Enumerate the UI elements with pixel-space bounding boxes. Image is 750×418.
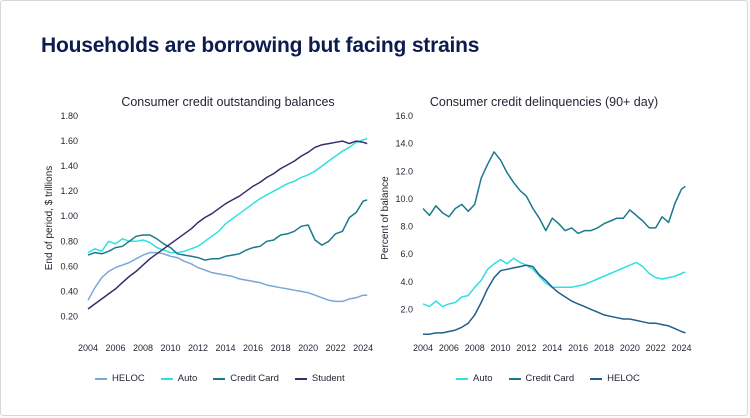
balances-x-tick-label: 2020 bbox=[298, 343, 318, 353]
legend-swatch-heloc bbox=[95, 377, 107, 380]
balances-x-tick-label: 2006 bbox=[105, 343, 125, 353]
delinquency-series-lines bbox=[422, 151, 686, 335]
balances-series-student-line bbox=[87, 140, 368, 310]
legend-label-auto: Auto bbox=[177, 373, 198, 384]
delinquency-y-tick-label: 16.0 bbox=[395, 111, 413, 121]
legend-item-auto: Auto bbox=[456, 373, 493, 384]
balances-x-ticks: 2004 2006 2008 2010 2012 2014 2016 2018 2020 2022… bbox=[78, 343, 373, 353]
balances-y-tick-label: 1.40 bbox=[60, 161, 78, 171]
delinquency-x-tick-label: 2006 bbox=[439, 343, 459, 353]
legend-label-credit-card: Credit Card bbox=[230, 373, 279, 384]
balances-x-tick-label: 2024 bbox=[353, 343, 373, 353]
legend-swatch-credit-card bbox=[213, 377, 226, 380]
legend-item-credit-card: Credit Card bbox=[508, 373, 575, 384]
balances-x-tick-label: 2022 bbox=[326, 343, 346, 353]
balances-series-heloc-line bbox=[87, 251, 368, 303]
balances-y-tick-label: 1.60 bbox=[60, 136, 78, 146]
delinquency-chart-title: Consumer credit delinquencies (90+ day) bbox=[430, 95, 658, 109]
balances-x-tick-label: 2016 bbox=[243, 343, 263, 353]
balances-x-tick-label: 2012 bbox=[188, 343, 208, 353]
delinquency-x-tick-label: 2012 bbox=[516, 343, 536, 353]
balances-x-tick-label: 2018 bbox=[271, 343, 291, 353]
delinquency-x-tick-label: 2004 bbox=[413, 343, 433, 353]
balances-legend: HELOC Auto Credit Card Student bbox=[95, 373, 361, 384]
legend-label-heloc: HELOC bbox=[112, 373, 145, 384]
delinquency-legend: Auto Credit Card HELOC bbox=[456, 373, 656, 384]
delinquency-x-tick-label: 2022 bbox=[646, 343, 666, 353]
balances-y-tick-label: 0.60 bbox=[60, 261, 78, 271]
delinquency-x-tick-label: 2008 bbox=[465, 343, 485, 353]
legend-label-heloc: HELOC bbox=[607, 373, 640, 384]
delinquency-x-tick-label: 2024 bbox=[672, 343, 692, 353]
delinquency-y-tick-label: 8.0 bbox=[400, 222, 413, 232]
legend-item-credit-card: Credit Card bbox=[213, 373, 279, 384]
delinquency-series-heloc-line bbox=[423, 264, 686, 335]
delinquency-y-tick-label: 6.0 bbox=[400, 249, 413, 259]
balances-y-ticks: 0.20 0.40 0.60 0.80 1.00 1.20 1.40 1.60 1.80 bbox=[60, 111, 78, 321]
delinquency-x-tick-label: 2020 bbox=[620, 343, 640, 353]
balances-series-auto-line bbox=[87, 137, 368, 254]
delinquency-y-ticks: 2.0 4.0 6.0 8.0 10.0 12.0 14.0 16.0 bbox=[395, 111, 413, 314]
delinquency-series-auto-line bbox=[422, 257, 686, 308]
legend-swatch-student bbox=[294, 377, 307, 380]
balances-x-tick-label: 2014 bbox=[216, 343, 236, 353]
legend-item-heloc: HELOC bbox=[95, 373, 145, 384]
balances-chart-title: Consumer credit outstanding balances bbox=[121, 95, 334, 109]
legend-label-credit-card: Credit Card bbox=[525, 373, 575, 384]
delinquency-y-axis-label: Percent of balance bbox=[380, 176, 391, 260]
delinquency-x-tick-label: 2016 bbox=[568, 343, 588, 353]
balances-y-tick-label: 0.80 bbox=[60, 236, 78, 246]
legend-item-student: Student bbox=[294, 373, 345, 384]
balances-y-axis-label: End of period, $ trillions bbox=[44, 166, 55, 271]
balances-x-tick-label: 2010 bbox=[161, 343, 181, 353]
delinquency-y-tick-label: 10.0 bbox=[395, 194, 413, 204]
balances-y-tick-label: 0.20 bbox=[60, 311, 78, 321]
balances-y-tick-label: 1.20 bbox=[60, 186, 78, 196]
delinquency-y-tick-label: 2.0 bbox=[400, 304, 413, 314]
legend-swatch-auto bbox=[160, 377, 173, 380]
delinquency-x-tick-label: 2014 bbox=[542, 343, 562, 353]
delinquency-y-tick-label: 4.0 bbox=[400, 277, 413, 287]
delinquency-x-ticks: 2004 2006 2008 2010 2012 2014 2016 2018 2020 2022… bbox=[413, 343, 692, 353]
delinquency-y-tick-label: 14.0 bbox=[395, 139, 413, 149]
legend-swatch-credit-card bbox=[508, 377, 521, 380]
delinquency-series-credit-card-line bbox=[422, 151, 686, 235]
delinquency-x-tick-label: 2018 bbox=[594, 343, 614, 353]
delinquency-y-tick-label: 12.0 bbox=[395, 166, 413, 176]
balances-series-credit-card-line bbox=[87, 199, 368, 261]
legend-label-student: Student bbox=[311, 373, 345, 384]
delinquency-x-tick-label: 2010 bbox=[491, 343, 511, 353]
legend-swatch-auto bbox=[456, 377, 468, 380]
balances-y-tick-label: 0.40 bbox=[60, 286, 78, 296]
balances-x-tick-label: 2004 bbox=[78, 343, 98, 353]
balances-series-lines bbox=[87, 137, 368, 310]
legend-item-heloc: HELOC bbox=[590, 373, 640, 384]
legend-swatch-heloc bbox=[590, 377, 603, 380]
legend-item-auto: Auto bbox=[160, 373, 198, 384]
balances-y-tick-label: 1.00 bbox=[60, 211, 78, 221]
legend-label-auto: Auto bbox=[473, 373, 493, 384]
page-title: Households are borrowing but facing stra… bbox=[41, 34, 480, 57]
balances-x-tick-label: 2008 bbox=[133, 343, 153, 353]
balances-y-tick-label: 1.80 bbox=[60, 111, 78, 121]
